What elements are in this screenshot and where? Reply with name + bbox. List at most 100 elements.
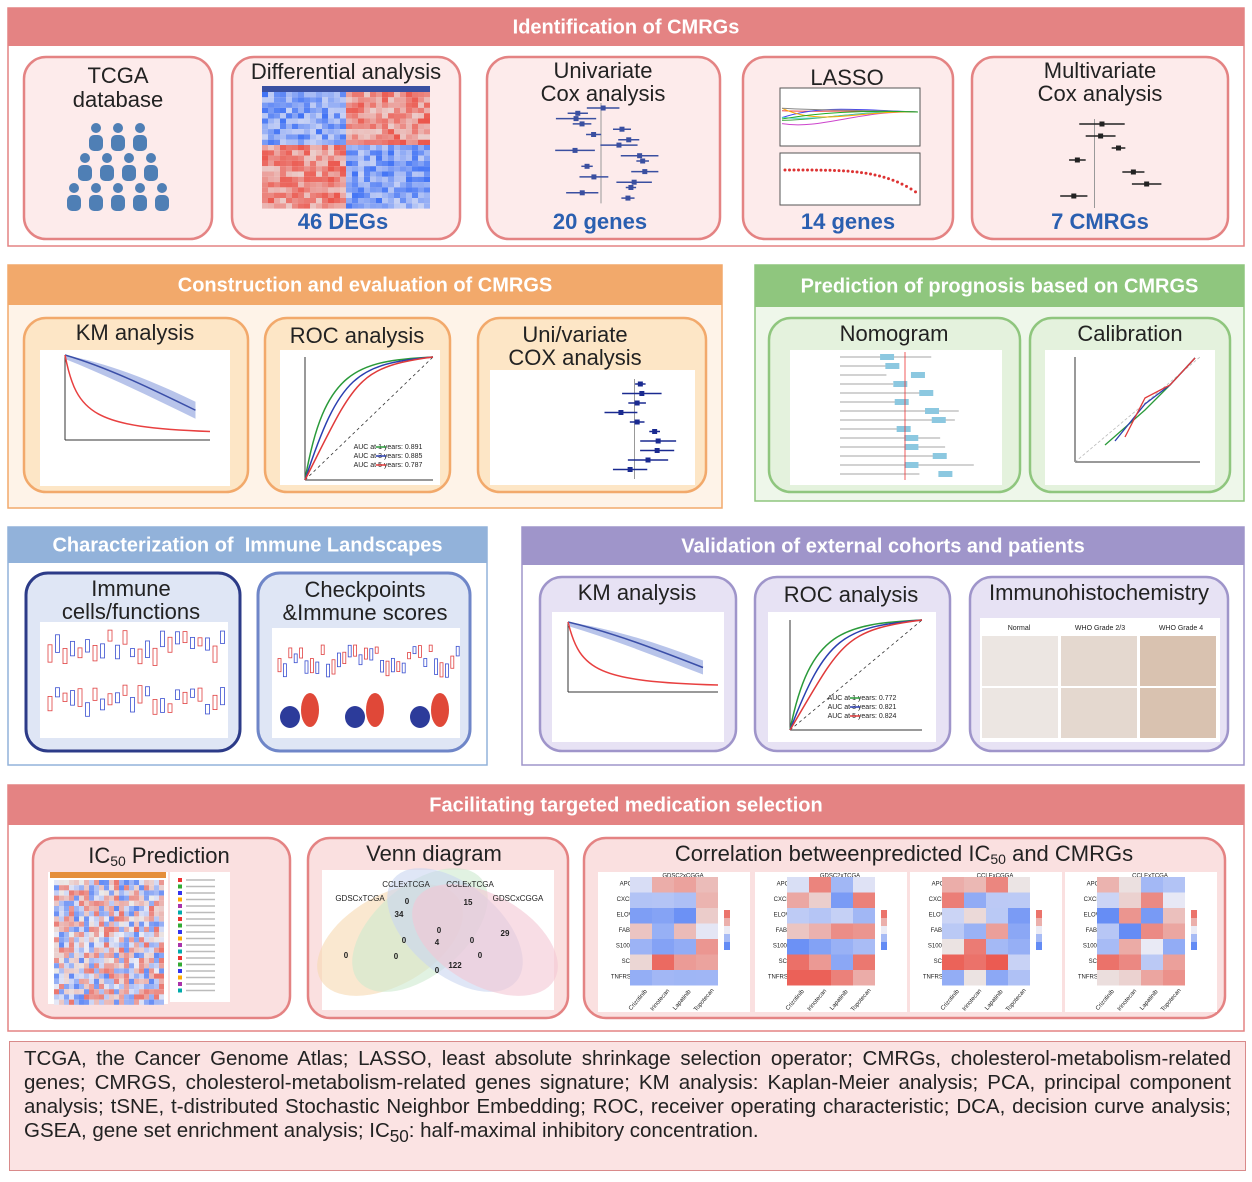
heat-cell [274, 145, 280, 150]
heat-cell [304, 198, 310, 203]
heat-cell [94, 979, 99, 984]
heat-cell [139, 963, 144, 968]
heat-cell [124, 948, 129, 953]
graphic [639, 391, 644, 396]
heat-cell [322, 92, 328, 97]
heat-cell [364, 119, 370, 124]
heat-cell [412, 150, 418, 155]
heat-cell [346, 113, 352, 118]
label: Calibration [1077, 321, 1182, 346]
heat-cell [109, 942, 114, 947]
heat-cell [298, 150, 304, 155]
graphic [1075, 158, 1080, 163]
heat-cell [412, 140, 418, 145]
heat-cell [316, 145, 322, 150]
heat-cell [1008, 908, 1030, 924]
heat-cell [418, 198, 424, 203]
heat-cell [114, 890, 119, 895]
heat-cell [94, 890, 99, 895]
heat-cell [79, 937, 84, 942]
heat-cell [376, 182, 382, 187]
heat-cell [154, 968, 159, 973]
heat-cell [59, 994, 64, 999]
graphic [910, 187, 913, 190]
heat-cell [99, 948, 104, 953]
heat-cell [99, 932, 104, 937]
heat-cell [129, 953, 134, 958]
heat-cell [268, 187, 274, 192]
heat-cell [129, 958, 134, 963]
heat-cell [292, 187, 298, 192]
heat-cell [69, 901, 74, 906]
heat-cell [99, 916, 104, 921]
heat-cell [292, 150, 298, 155]
heat-cell [139, 984, 144, 989]
heat-cell [424, 145, 430, 150]
heat-cell [69, 948, 74, 953]
heat-cell [129, 890, 134, 895]
heat-cell [292, 182, 298, 187]
heat-cell [370, 103, 376, 108]
heat-cell [809, 955, 831, 971]
heat-cell [292, 203, 298, 208]
graphic [616, 143, 621, 148]
heat-cell [328, 108, 334, 113]
heat-cell [352, 156, 358, 161]
heat-cell [412, 97, 418, 102]
person-icon [91, 123, 101, 133]
ihc-image [1140, 688, 1216, 738]
heat-cell [154, 984, 159, 989]
heat-cell [400, 103, 406, 108]
heat-cell [652, 893, 674, 909]
heat-cell [69, 963, 74, 968]
heat-cell [340, 156, 346, 161]
heat-cell [280, 145, 286, 150]
heat-cell [382, 145, 388, 150]
heat-cell [74, 979, 79, 984]
heat-cell [154, 901, 159, 906]
graphic [1099, 122, 1104, 127]
heat-cell [124, 927, 129, 932]
heat-cell [418, 145, 424, 150]
heat-cell [104, 911, 109, 916]
heat-cell [99, 901, 104, 906]
heat-cell [370, 129, 376, 134]
heat-cell [286, 108, 292, 113]
heat-cell [280, 108, 286, 113]
graphic [885, 363, 899, 369]
heat-cell [149, 979, 154, 984]
heat-cell [406, 172, 412, 177]
heat-cell [340, 193, 346, 198]
heat-cell [831, 955, 853, 971]
heat-cell [149, 932, 154, 937]
heat-cell [79, 942, 84, 947]
heat-cell [114, 953, 119, 958]
heat-cell [853, 955, 875, 971]
heat-cell [144, 974, 149, 979]
heat-cell [124, 901, 129, 906]
heat-cell [104, 906, 109, 911]
graphic [933, 453, 947, 459]
heat-cell [114, 901, 119, 906]
heat-cell [340, 119, 346, 124]
graphic [652, 429, 657, 434]
heat-cell [268, 134, 274, 139]
heat-cell [292, 172, 298, 177]
heat-cell [376, 108, 382, 113]
heat-cell [109, 937, 114, 942]
heat-cell [328, 140, 334, 145]
graphic [50, 872, 166, 878]
heat-cell [262, 140, 268, 145]
heat-cell [787, 970, 809, 986]
heat-cell [268, 182, 274, 187]
heat-cell [1163, 893, 1185, 909]
heat-cell [412, 134, 418, 139]
heat-cell [400, 172, 406, 177]
heat-cell [64, 901, 69, 906]
heat-cell [340, 97, 346, 102]
heat-cell [346, 198, 352, 203]
heat-cell [328, 113, 334, 118]
heat-cell [79, 974, 84, 979]
heat-cell [74, 958, 79, 963]
heat-cell [424, 134, 430, 139]
